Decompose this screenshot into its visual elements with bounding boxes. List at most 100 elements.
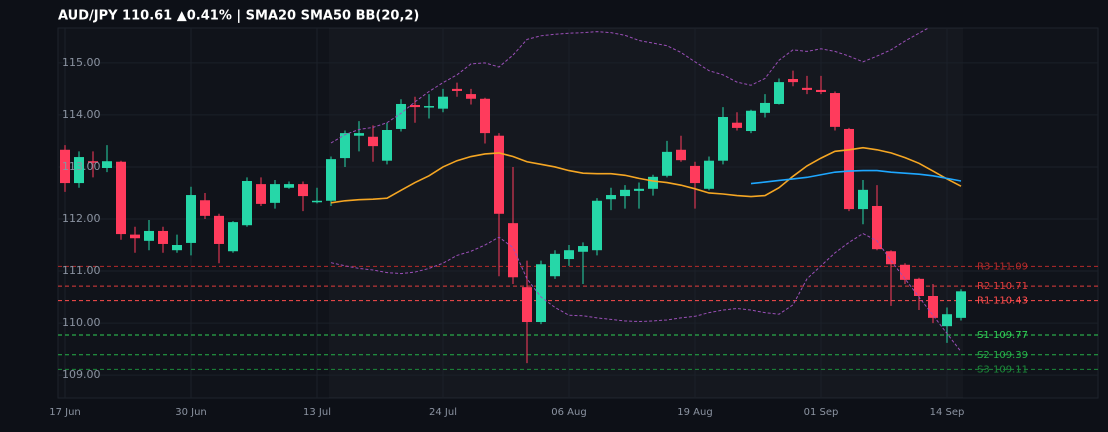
candle-body	[186, 195, 196, 243]
candle-body	[802, 87, 812, 90]
candle-body	[172, 245, 182, 251]
candle-body	[312, 200, 322, 203]
x-tick-label: 19 Aug	[677, 407, 712, 418]
candle-body	[956, 291, 966, 318]
candle-body	[732, 122, 742, 128]
candle-body	[284, 184, 294, 188]
candle-body	[942, 314, 952, 327]
pivot-name: S2	[977, 350, 990, 361]
candle-body	[774, 82, 784, 104]
plot-layer	[58, 28, 1098, 398]
candle-body	[900, 264, 910, 280]
bollinger-band	[330, 232, 962, 352]
bollinger-band	[330, 28, 930, 144]
candle-body	[466, 94, 476, 99]
y-tick-label: 110.00	[62, 316, 101, 329]
pivot-name: S3	[977, 364, 990, 375]
candle-body	[550, 253, 560, 277]
candle-body	[718, 116, 728, 161]
candle-body	[130, 234, 140, 239]
candle-body	[508, 223, 518, 278]
y-tick-label: 115.00	[62, 56, 101, 69]
candle-body	[410, 105, 420, 108]
pivot-value: 110.71	[993, 281, 1028, 292]
candle-body	[620, 189, 630, 197]
pivot-value: 109.39	[993, 350, 1028, 361]
candle-body	[452, 88, 462, 91]
candle-body	[438, 96, 448, 109]
y-tick-label: 114.00	[62, 108, 101, 121]
candle-body	[494, 135, 504, 214]
candle-body	[102, 161, 112, 168]
candle-body	[886, 251, 896, 265]
pivot-name: R3	[977, 261, 990, 272]
candle-body	[144, 230, 154, 241]
candle-body	[816, 89, 826, 93]
candle-body	[522, 287, 532, 323]
pivot-value: 109.11	[993, 364, 1028, 375]
candle-body	[564, 250, 574, 260]
candle-body	[760, 102, 770, 113]
candle-body	[746, 110, 756, 132]
y-tick-label: 113.00	[62, 160, 101, 173]
candle-body	[116, 161, 126, 235]
candle-body	[830, 93, 840, 127]
candle-body	[606, 195, 616, 200]
pivot-name: R2	[977, 281, 990, 292]
candle-body	[298, 184, 308, 197]
candle-body	[788, 78, 798, 83]
candle-body	[368, 136, 378, 147]
x-tick-label: 14 Sep	[930, 407, 965, 418]
candle-body	[536, 264, 546, 323]
candle-body	[74, 157, 84, 184]
pivot-name: R1	[977, 296, 990, 307]
candle-body	[578, 246, 588, 252]
x-tick-label: 01 Sep	[804, 407, 839, 418]
candle-body	[354, 133, 364, 136]
pivot-name: S1	[977, 330, 990, 341]
candle-body	[256, 184, 266, 204]
x-tick-label: 30 Jun	[175, 407, 207, 418]
moving-average	[750, 169, 962, 185]
candle-body	[270, 184, 280, 203]
candle-body	[592, 200, 602, 251]
plot-area	[57, 27, 1099, 399]
candle-body	[480, 98, 490, 134]
candle-body	[914, 278, 924, 297]
candle-body	[60, 149, 70, 184]
candle-body	[214, 215, 224, 244]
candle-body	[88, 161, 98, 163]
candle-body	[242, 180, 252, 226]
pivot-value: 110.43	[993, 296, 1028, 307]
x-tick-label: 13 Jul	[303, 407, 331, 418]
x-tick-label: 24 Jul	[429, 407, 457, 418]
candle-body	[396, 103, 406, 129]
pivot-value: 111.09	[993, 261, 1028, 272]
candle-body	[326, 159, 336, 201]
candle-body	[648, 176, 658, 189]
x-tick-label: 06 Aug	[551, 407, 586, 418]
indicator-window	[329, 28, 963, 398]
candle-body	[928, 296, 938, 318]
candle-body	[634, 188, 644, 191]
candle-body	[228, 222, 238, 252]
candle-body	[200, 200, 210, 216]
moving-average	[330, 146, 962, 204]
candle-body	[690, 165, 700, 184]
candle-body	[858, 189, 868, 210]
candle-body	[424, 106, 434, 108]
candle-body	[844, 128, 854, 210]
y-tick-label: 111.00	[62, 264, 101, 277]
x-tick-label: 17 Jun	[49, 407, 81, 418]
chart-title: AUD/JPY 110.61 ▲0.41% | SMA20 SMA50 BB(2…	[58, 9, 419, 24]
y-tick-label: 112.00	[62, 212, 101, 225]
candle-body	[158, 230, 168, 244]
candle-body	[676, 149, 686, 161]
pivot-value: 109.77	[993, 330, 1028, 341]
candle-body	[872, 205, 882, 250]
candle-body	[704, 160, 714, 189]
candle-body	[340, 133, 350, 159]
candle-body	[382, 129, 392, 161]
